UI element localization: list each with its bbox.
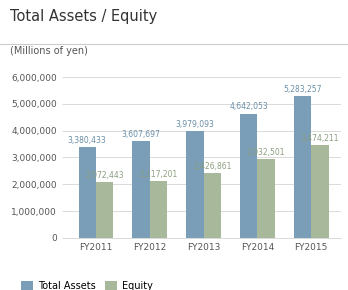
Legend: Total Assets, Equity: Total Assets, Equity xyxy=(22,281,153,290)
Bar xyxy=(204,173,221,238)
Text: (Millions of yen): (Millions of yen) xyxy=(10,46,88,56)
Bar xyxy=(150,181,167,238)
Bar xyxy=(258,159,275,238)
Text: 5,283,257: 5,283,257 xyxy=(283,85,322,94)
Bar xyxy=(240,114,258,238)
Text: Total Assets / Equity: Total Assets / Equity xyxy=(10,9,158,24)
Text: 4,642,053: 4,642,053 xyxy=(229,102,268,111)
Text: 3,380,433: 3,380,433 xyxy=(68,136,106,145)
Bar xyxy=(96,182,113,238)
Bar xyxy=(79,147,96,238)
Text: 3,607,697: 3,607,697 xyxy=(122,130,160,139)
Text: 2,117,201: 2,117,201 xyxy=(139,170,177,179)
Text: 2,072,443: 2,072,443 xyxy=(85,171,124,180)
Text: 3,474,211: 3,474,211 xyxy=(301,134,339,143)
Text: 2,932,501: 2,932,501 xyxy=(247,148,285,157)
Text: 2,426,861: 2,426,861 xyxy=(193,162,231,171)
Bar xyxy=(294,96,311,238)
Text: 3,979,093: 3,979,093 xyxy=(175,120,214,129)
Bar xyxy=(186,131,204,238)
Bar xyxy=(311,145,329,238)
Bar xyxy=(133,141,150,238)
